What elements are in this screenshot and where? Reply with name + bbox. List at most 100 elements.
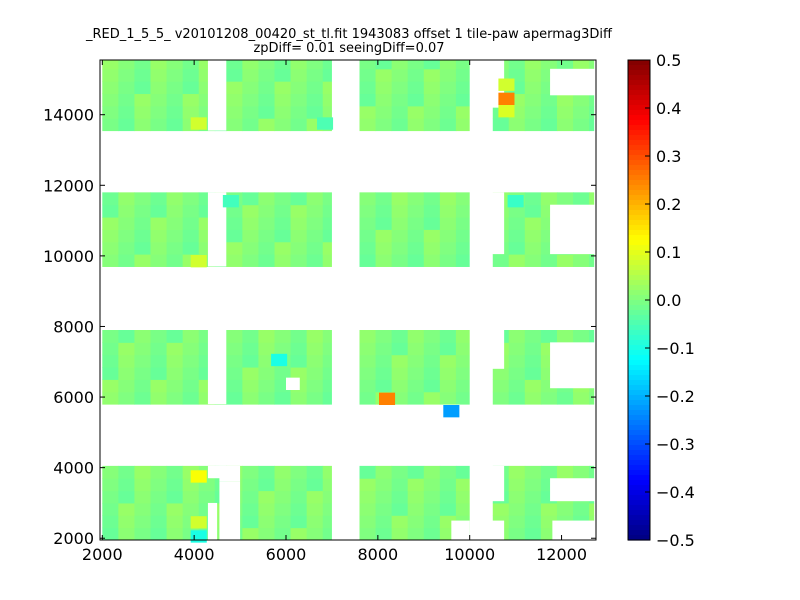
- heatmap-cell: [290, 478, 308, 492]
- heatmap-cell: [423, 254, 441, 267]
- heatmap-cell: [375, 241, 393, 255]
- heatmap-cell: [242, 354, 259, 368]
- blank-region: [207, 330, 227, 405]
- heatmap-cell: [322, 330, 333, 343]
- heatmap-cell: [182, 502, 200, 516]
- heatmap-cell: [455, 68, 471, 82]
- heatmap-cell: [423, 229, 441, 243]
- heatmap-cell: [102, 105, 119, 119]
- heatmap-cell: [573, 93, 590, 107]
- heatmap-cell: [524, 367, 542, 380]
- heatmap-cell: [274, 515, 292, 529]
- heatmap-cell: [508, 502, 526, 516]
- heatmap-cell: [375, 254, 393, 267]
- colorbar-segment: [628, 300, 650, 306]
- heatmap-cell: [322, 254, 333, 267]
- heatmap-cell: [423, 490, 441, 504]
- heatmap-cell: [166, 60, 184, 70]
- heatmap-cell: [166, 229, 184, 243]
- colorbar-segment: [628, 475, 650, 481]
- heatmap-cell: [150, 118, 168, 132]
- heatmap-cell: [508, 330, 526, 343]
- highlight-cell: [222, 195, 239, 208]
- heatmap-cell: [423, 68, 441, 82]
- chart-title-line1: _RED_1_5_5_ v20101208_00420_st_tl.fit 19…: [85, 27, 613, 42]
- colorbar-segment: [628, 380, 650, 386]
- colorbar-segment: [628, 435, 650, 441]
- heatmap-cell: [242, 527, 259, 541]
- heatmap-cell: [391, 330, 409, 343]
- x-axis: 2000 4000 6000 8000 10000 12000: [82, 60, 587, 564]
- heatmap-cell: [359, 391, 377, 405]
- heatmap-cell: [589, 391, 595, 405]
- heatmap-cell: [359, 354, 377, 368]
- heatmap-cell: [150, 105, 168, 119]
- heatmap-cell: [274, 105, 292, 119]
- heatmap-cell: [423, 192, 441, 206]
- heatmap-cell: [439, 502, 457, 516]
- heatmap-cell: [118, 229, 135, 243]
- heatmap-cell: [391, 241, 409, 255]
- heatmap-cell: [439, 354, 457, 368]
- highlight-cell: [443, 405, 460, 418]
- heatmap-cell: [118, 465, 135, 479]
- heatmap-cell: [166, 217, 184, 230]
- blank-region: [286, 377, 300, 390]
- heatmap-cell: [134, 515, 152, 529]
- heatmap-cell: [322, 502, 333, 516]
- heatmap-cell: [391, 478, 409, 492]
- heatmap-cell: [359, 379, 377, 393]
- heatmap-cell: [166, 465, 184, 479]
- highlight-cell: [190, 530, 207, 543]
- heatmap-cell: [524, 502, 542, 516]
- heatmap-cell: [322, 490, 333, 504]
- colorbar-segment: [628, 510, 650, 516]
- heatmap-cell: [306, 391, 324, 405]
- heatmap-cell: [102, 515, 119, 529]
- heatmap-cell: [150, 527, 168, 541]
- heatmap-cell: [150, 502, 168, 516]
- heatmap-cell: [556, 254, 574, 267]
- colorbar-tick-label: 0.1: [656, 243, 681, 262]
- heatmap-cell: [182, 192, 200, 206]
- heatmap-cell: [423, 204, 441, 218]
- colorbar-segment: [628, 490, 650, 496]
- heatmap-cell: [306, 515, 324, 529]
- colorbar-segment: [628, 70, 650, 76]
- heatmap-cell: [290, 502, 308, 516]
- heatmap-cell: [573, 118, 590, 132]
- y-axis: 2000 4000 6000 8000 10000 12000 14000: [43, 106, 596, 548]
- colorbar-segment: [628, 215, 650, 221]
- y-tick-label: 12000: [43, 176, 94, 195]
- heatmap-cell: [102, 254, 119, 267]
- heatmap-cell: [359, 118, 377, 132]
- colorbar-segment: [628, 245, 650, 251]
- colorbar-segment: [628, 495, 650, 501]
- heatmap-cell: [274, 68, 292, 82]
- heatmap-cell: [134, 478, 152, 492]
- heatmap-cell: [439, 118, 457, 132]
- heatmap-cell: [439, 254, 457, 267]
- heatmap-cell: [290, 192, 308, 206]
- heatmap-cell: [540, 118, 558, 132]
- heatmap-cell: [322, 68, 333, 82]
- heatmap-cell: [322, 379, 333, 393]
- colorbar-segment: [628, 410, 650, 416]
- heatmap-cell: [242, 254, 259, 267]
- colorbar-segment: [628, 140, 650, 146]
- heatmap-cell: [242, 465, 259, 479]
- heatmap-cell: [322, 93, 333, 107]
- heatmap-cell: [150, 490, 168, 504]
- heatmap-cell: [290, 204, 308, 218]
- y-tick-label: 14000: [43, 106, 94, 125]
- heatmap-cell: [274, 217, 292, 230]
- heatmap-cell: [118, 192, 135, 206]
- heatmap-cell: [423, 502, 441, 516]
- colorbar-segment: [628, 455, 650, 461]
- heatmap-cell: [359, 465, 377, 479]
- heatmap-cell: [102, 229, 119, 243]
- heatmap-cell: [274, 241, 292, 255]
- heatmap-cell: [274, 81, 292, 95]
- heatmap-cell: [391, 105, 409, 119]
- heatmap-cell: [242, 229, 259, 243]
